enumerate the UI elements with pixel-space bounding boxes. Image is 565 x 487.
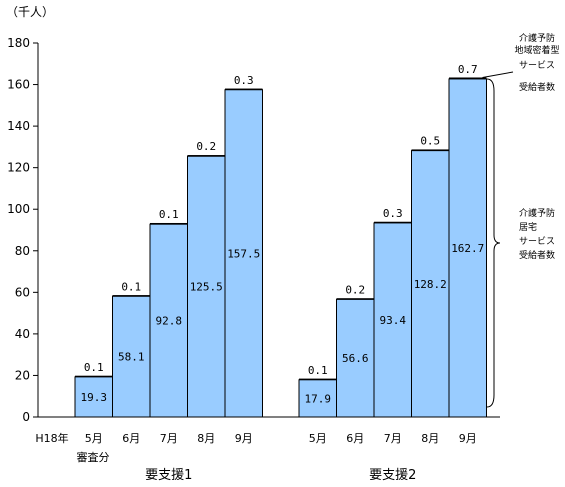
bar-top-label: 0.7 (458, 63, 478, 76)
bar-top-label: 0.1 (159, 208, 179, 221)
bar-value-label: 125.5 (190, 281, 223, 294)
bar-cap (374, 221, 412, 223)
annotation-bottom-line: 居宅 (519, 221, 537, 233)
bar-value-label: 93.4 (380, 314, 407, 327)
bar (336, 298, 375, 418)
x-category-label: 7月 (160, 432, 178, 445)
y-tick-label: 60 (15, 285, 30, 299)
bar-top-label: 0.1 (121, 280, 141, 293)
y-tick-label: 180 (7, 36, 30, 50)
annotation-top-line: サービス (519, 60, 555, 71)
y-tick-label: 160 (7, 78, 30, 92)
bar-cap (187, 155, 225, 157)
annotation-bottom-line: 介護予防 (519, 207, 555, 219)
y-tick-label: 0 (22, 410, 30, 424)
y-tick-label: 140 (7, 119, 30, 133)
group-label: 要支援1 (145, 468, 192, 483)
bar (112, 295, 151, 418)
y-tick-label: 20 (15, 368, 30, 382)
bar-value-label: 19.3 (81, 391, 108, 404)
bar-cap (150, 222, 188, 225)
bar-value-label: 92.8 (156, 315, 183, 328)
annotation-top-line: 受給者数 (519, 81, 555, 93)
bar (149, 223, 188, 418)
bar-value-label: 17.9 (305, 392, 332, 405)
bar-top-label: 0.1 (308, 364, 328, 377)
bar (411, 150, 450, 418)
annotation-top-line: 介護予防 (519, 32, 555, 44)
annotation-leader-line (482, 71, 514, 78)
bars (74, 77, 487, 418)
y-tick-label: 40 (15, 327, 30, 341)
y-axis: 0 20 40 60 80 100 120 140 160 180 (7, 36, 500, 424)
bar-cap (336, 298, 374, 300)
annotation-bottom-line: サービス (519, 236, 555, 247)
group-label: 要支援2 (369, 468, 416, 483)
x-category-label: 5月 (309, 432, 327, 445)
labels: 0.1 19.3 5月 0.1 58.1 6月 0.1 92.8 7月 0.2 125.5 8月 0.3… (35, 63, 484, 483)
bar-value-label: 128.2 (414, 278, 447, 291)
annotation-bottom-line: 受給者数 (519, 249, 555, 261)
y-tick-label: 80 (15, 244, 30, 258)
bar-top-label: 0.1 (84, 361, 104, 374)
bar-value-label: 58.1 (118, 351, 145, 364)
brace (486, 78, 501, 408)
bar (373, 222, 412, 418)
x-category-label: 8月 (421, 432, 439, 445)
bar (74, 376, 113, 418)
bar-value-label: 157.5 (227, 247, 260, 260)
pre-label-sub: 審査分 (77, 450, 110, 464)
x-category-label: 5月 (85, 432, 103, 445)
x-category-label: 7月 (384, 432, 402, 445)
bar-value-label: 56.6 (342, 352, 369, 365)
bar-cap (411, 149, 449, 151)
y-tick-label: 120 (7, 161, 30, 175)
x-category-label: 6月 (122, 432, 140, 445)
bar-cap (75, 375, 113, 377)
bar-top-label: 0.3 (383, 207, 403, 220)
annotation-top-line: 地域密着型 (514, 44, 559, 56)
bar-cap (449, 77, 487, 79)
bar-top-label: 0.3 (234, 74, 254, 87)
y-unit-label: （千人） (6, 5, 54, 19)
bar (298, 379, 337, 418)
bar-top-label: 0.5 (420, 135, 440, 148)
bar-cap (112, 295, 150, 297)
bar-cap (299, 378, 337, 380)
bar (224, 89, 263, 418)
x-category-label: 9月 (235, 432, 253, 445)
bar-cap (225, 88, 263, 90)
bar (187, 155, 226, 418)
pre-label: H18年 (35, 431, 68, 445)
x-category-label: 6月 (346, 432, 364, 445)
bar-top-label: 0.2 (345, 283, 365, 296)
y-tick-label: 100 (7, 202, 30, 216)
x-category-label: 8月 (197, 432, 215, 445)
bar-value-label: 162.7 (451, 242, 484, 255)
bar-top-label: 0.2 (196, 140, 216, 153)
x-category-label: 9月 (459, 432, 477, 445)
